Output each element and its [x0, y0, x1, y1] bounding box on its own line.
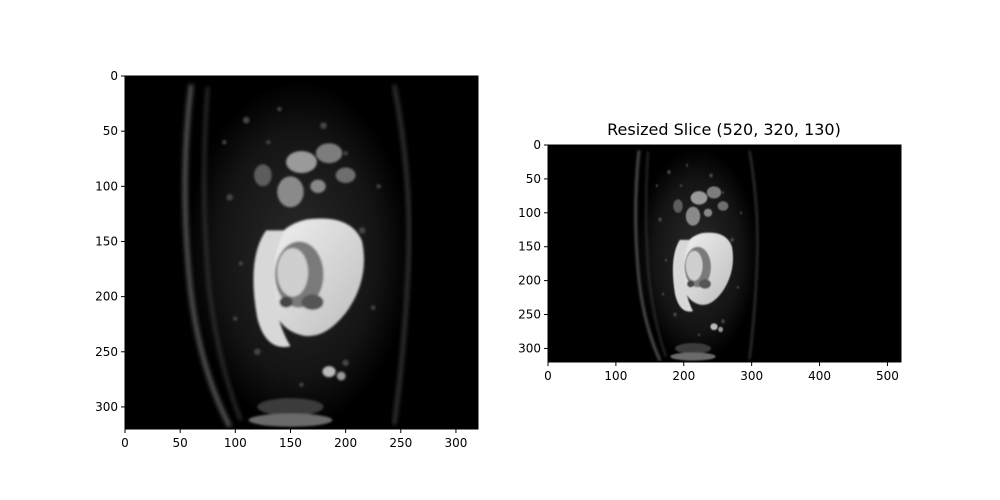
left-x-tick-label: 50 [173, 436, 188, 450]
left-x-tick-label: 100 [224, 436, 247, 450]
left-y-tick-label: 150 [95, 234, 118, 248]
right-y-tick-label: 250 [518, 308, 541, 322]
left-x-axis: 0 50 100 150 200 250 300 [121, 429, 467, 450]
left-y-tick-label: 50 [103, 124, 118, 138]
right-y-tick-label: 200 [518, 274, 541, 288]
right-y-tick-label: 0 [533, 138, 541, 152]
left-axes-frame [124, 75, 479, 430]
left-x-tick-label: 200 [334, 436, 357, 450]
right-x-tick-label: 100 [604, 369, 627, 383]
left-y-tick-label: 0 [110, 69, 118, 83]
right-mri-image [548, 145, 901, 362]
left-y-tick-label: 300 [95, 400, 118, 414]
right-x-tick-label: 200 [672, 369, 695, 383]
left-x-tick-label: 300 [444, 436, 467, 450]
right-x-tick-label: 300 [740, 369, 763, 383]
left-image-panel: 0 50 100 150 200 250 300 0 50 100 150 200 250 300 [95, 69, 479, 450]
right-x-tick-label: 400 [808, 369, 831, 383]
left-x-tick-label: 0 [121, 436, 129, 450]
right-x-tick-label: 0 [544, 369, 552, 383]
right-y-axis: 0 50 100 150 200 250 300 [518, 138, 548, 355]
left-y-tick-label: 200 [95, 290, 118, 304]
left-x-tick-label: 250 [389, 436, 412, 450]
left-mri-image [125, 76, 478, 429]
left-y-axis: 0 50 100 150 200 250 300 [95, 69, 125, 414]
right-y-tick-label: 50 [526, 172, 541, 186]
left-x-tick-label: 150 [279, 436, 302, 450]
right-x-tick-label: 500 [876, 369, 899, 383]
right-y-tick-label: 150 [518, 240, 541, 254]
right-panel-title: Resized Slice (520, 320, 130) [607, 120, 841, 139]
right-y-tick-label: 100 [518, 206, 541, 220]
right-image-panel: Resized Slice (520, 320, 130) 0 100 200 300… [518, 120, 902, 383]
right-axes-frame [547, 144, 902, 363]
right-x-axis: 0 100 200 300 400 500 [544, 362, 899, 383]
left-y-tick-label: 100 [95, 179, 118, 193]
right-y-tick-label: 300 [518, 341, 541, 355]
left-y-tick-label: 250 [95, 345, 118, 359]
